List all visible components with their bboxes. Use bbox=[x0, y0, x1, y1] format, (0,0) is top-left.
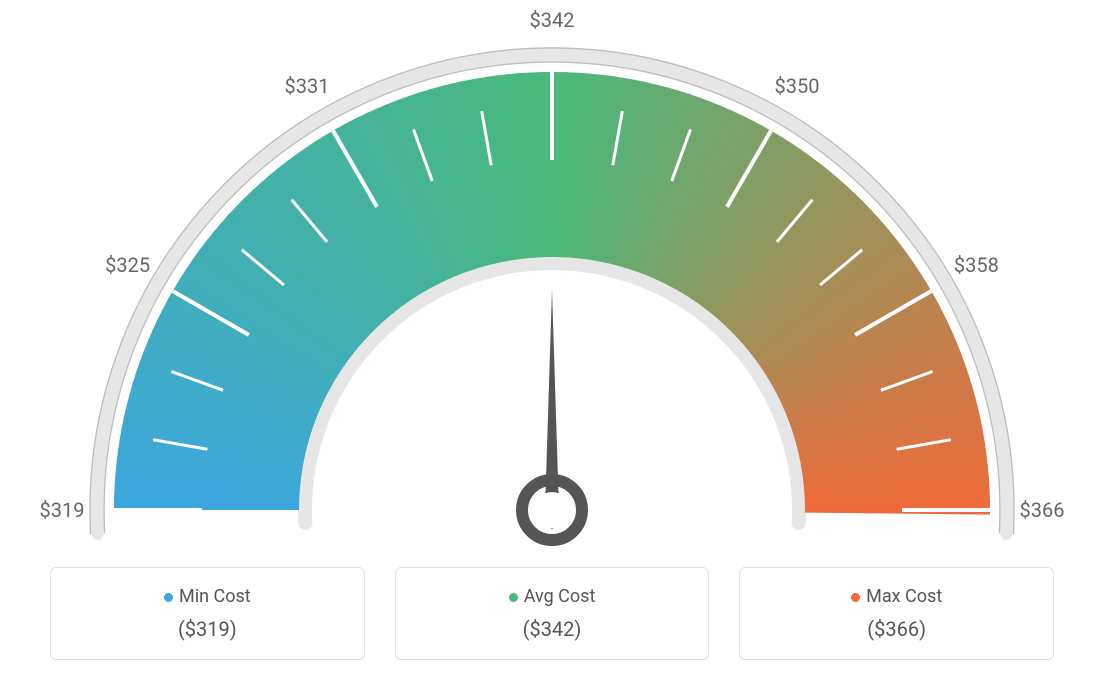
legend-title-avg: Avg Cost bbox=[406, 586, 699, 607]
dot-icon-min bbox=[164, 593, 173, 602]
dot-icon-avg bbox=[509, 593, 518, 602]
legend-card-avg: Avg Cost ($342) bbox=[395, 567, 710, 660]
gauge-tick-label: $366 bbox=[1020, 498, 1065, 522]
legend-title-avg-text: Avg Cost bbox=[524, 586, 596, 607]
legend-title-min-text: Min Cost bbox=[179, 586, 251, 607]
gauge-tick-label: $350 bbox=[775, 74, 820, 98]
legend-title-min: Min Cost bbox=[61, 586, 354, 607]
gauge-tick-label: $319 bbox=[40, 498, 85, 522]
dot-icon-max bbox=[851, 593, 860, 602]
legend-title-max-text: Max Cost bbox=[866, 586, 942, 607]
legend-value-max: ($366) bbox=[750, 617, 1043, 641]
legend-card-min: Min Cost ($319) bbox=[50, 567, 365, 660]
gauge-chart: $319 $325 $331 $342 $350 $358 $366 bbox=[0, 0, 1104, 560]
legend-value-avg: ($342) bbox=[406, 617, 699, 641]
legend-value-min: ($319) bbox=[61, 617, 354, 641]
gauge-svg bbox=[0, 0, 1104, 560]
legend-card-max: Max Cost ($366) bbox=[739, 567, 1054, 660]
gauge-tick-label: $358 bbox=[954, 253, 999, 277]
legend-row: Min Cost ($319) Avg Cost ($342) Max Cost… bbox=[50, 567, 1054, 660]
gauge-tick-label: $325 bbox=[105, 253, 150, 277]
legend-title-max: Max Cost bbox=[750, 586, 1043, 607]
gauge-tick-label: $342 bbox=[530, 8, 575, 32]
gauge-tick-label: $331 bbox=[285, 74, 330, 98]
